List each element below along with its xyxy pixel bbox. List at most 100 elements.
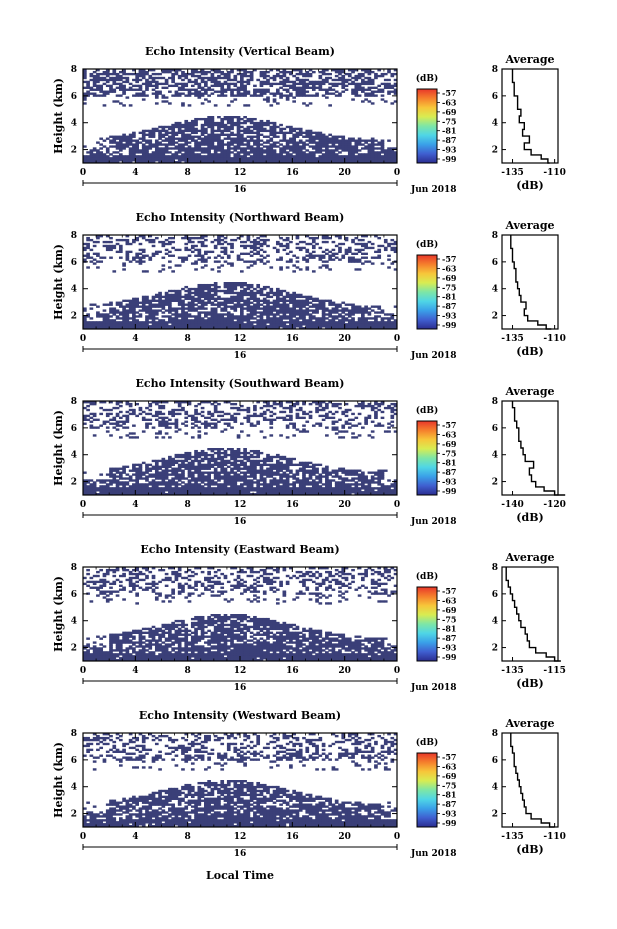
echo-cell (164, 481, 169, 484)
echo-cell (387, 139, 391, 142)
echo-cell (154, 477, 159, 480)
echo-cell (115, 94, 120, 97)
echo-cell (200, 299, 205, 302)
echo-cell (109, 319, 113, 322)
echo-cell (289, 311, 293, 314)
echo-cell (89, 88, 94, 91)
echo-cell (204, 88, 208, 91)
echo-cell (89, 416, 94, 420)
echo-cell (220, 264, 225, 267)
echo-cell (295, 69, 300, 72)
colorbar-tick-label: -87 (442, 135, 456, 145)
echo-cell (86, 323, 90, 326)
echo-cell (154, 96, 159, 99)
echo-cell (102, 481, 107, 484)
echo-cell (341, 74, 346, 78)
echo-cell (184, 432, 189, 435)
echo-cell (135, 321, 139, 324)
echo-cell (168, 301, 172, 304)
echo-cell (253, 297, 257, 301)
echo-cell (279, 155, 283, 158)
echo-cell (112, 323, 117, 326)
echo-cell (305, 303, 310, 306)
echo-cell (187, 305, 192, 308)
echo-cell (158, 295, 162, 299)
echo-cell (154, 102, 159, 105)
echo-cell (249, 254, 254, 257)
echo-cell (246, 119, 251, 123)
echo-cell (184, 74, 189, 78)
echo-cell (99, 256, 104, 259)
echo-cell (272, 100, 277, 103)
echo-cell (197, 293, 202, 297)
echo-cell (171, 461, 175, 465)
echo-cell (334, 84, 339, 88)
echo-cell (298, 78, 303, 82)
echo-cell (331, 135, 336, 138)
echo-cell (174, 151, 179, 154)
echo-cell (105, 319, 110, 322)
echo-cell (390, 86, 395, 89)
echo-cell (361, 143, 365, 146)
echo-cell (207, 489, 211, 492)
echo-cell (367, 70, 372, 74)
echo-cell (102, 256, 107, 259)
echo-cell (341, 139, 346, 142)
echo-cell (223, 473, 228, 476)
echo-cell (226, 313, 231, 316)
echo-cell (318, 143, 323, 146)
echo-cell (161, 461, 166, 465)
echo-cell (364, 305, 368, 308)
echo-cell (240, 94, 244, 97)
echo-cell (253, 317, 257, 320)
echo-cell (279, 299, 283, 302)
echo-cell (112, 321, 117, 324)
echo-cell (86, 418, 90, 421)
echo-cell (164, 323, 169, 326)
echo-cell (226, 147, 231, 150)
echo-cell (289, 157, 293, 160)
echo-cell (200, 283, 205, 287)
echo-cell (266, 78, 270, 82)
echo-cell (220, 82, 225, 86)
echo-cell (154, 487, 159, 490)
echo-cell (240, 159, 244, 162)
echo-cell (89, 149, 94, 152)
echo-cell (315, 94, 319, 97)
echo-cell (168, 131, 172, 135)
echo-cell (118, 74, 123, 78)
echo-cell (105, 323, 110, 326)
echo-cell (109, 471, 113, 474)
echo-cell (279, 74, 283, 78)
echo-cell (135, 252, 139, 255)
echo-cell (364, 311, 368, 314)
echo-cell (99, 72, 104, 76)
echo-cell (197, 135, 202, 138)
echo-cell (122, 92, 126, 95)
echo-cell (109, 153, 113, 156)
echo-cell (344, 327, 349, 330)
echo-cell (181, 125, 185, 129)
echo-cell (177, 155, 182, 158)
echo-cell (115, 428, 120, 431)
echo-cell (141, 485, 146, 488)
echo-cell (105, 321, 110, 324)
echo-cell (236, 323, 241, 326)
echo-cell (158, 291, 162, 295)
echo-cell (200, 491, 205, 494)
echo-cell (86, 489, 90, 492)
echo-cell (161, 127, 166, 131)
echo-cell (298, 70, 303, 74)
echo-cell (109, 479, 113, 482)
echo-cell (246, 143, 251, 146)
echo-cell (279, 76, 283, 80)
echo-cell (272, 323, 277, 326)
echo-cell (118, 78, 123, 82)
echo-cell (151, 493, 156, 496)
echo-cell (171, 236, 175, 240)
echo-cell (325, 161, 329, 164)
echo-cell (302, 153, 306, 156)
echo-cell (347, 145, 352, 148)
date-label: 16 (234, 185, 247, 195)
echo-cell (181, 147, 185, 150)
